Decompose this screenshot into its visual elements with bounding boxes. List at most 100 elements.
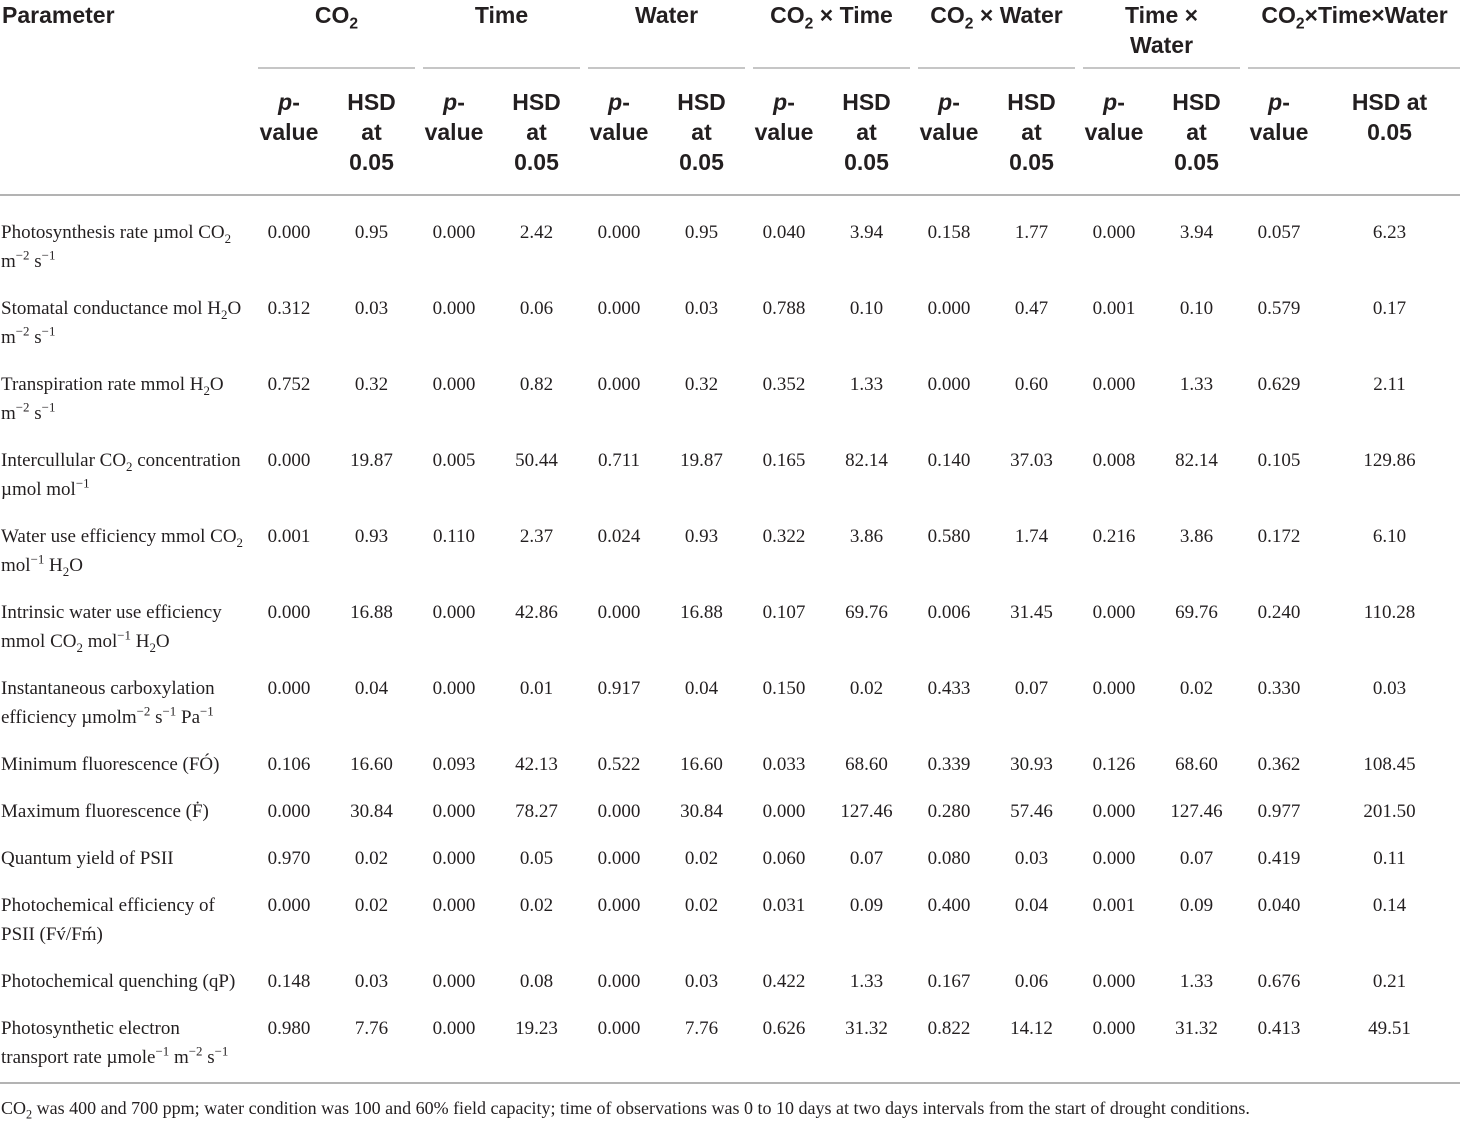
table-row: Minimum fluorescence (FÓ) 0.106 16.60 0.093… — [0, 732, 1460, 779]
column-group-title: CO2 × Water — [918, 0, 1076, 69]
p-value-cell: 0.000 — [267, 801, 311, 822]
hsd-cell: 0.09 — [849, 895, 884, 916]
hsd-cell: 2.42 — [519, 222, 554, 243]
hsd-cell: 0.14 — [1372, 895, 1407, 916]
hsd-cell: 0.10 — [849, 298, 884, 319]
hsd-cell: 30.93 — [1010, 754, 1053, 775]
hsd-cell: 3.94 — [849, 222, 884, 243]
hsd-cell: 2.11 — [1373, 374, 1406, 395]
hsd-cell: 82.14 — [1175, 450, 1218, 471]
p-value-header: p-value — [584, 69, 655, 196]
hsd-cell: 6.10 — [1372, 526, 1407, 547]
hsd-header: HSD at 0.05 — [324, 69, 420, 196]
p-value-header: p-value — [254, 69, 324, 196]
hsd-cell: 0.17 — [1372, 298, 1407, 319]
p-value-cell: 0.172 — [1257, 526, 1301, 547]
p-value-cell: 0.000 — [1092, 678, 1136, 699]
hsd-cell: 0.95 — [684, 222, 719, 243]
p-value-cell: 0.107 — [762, 602, 806, 623]
p-value-cell: 0.000 — [432, 1018, 476, 1039]
column-group-header-time-water: Time × Water — [1079, 0, 1244, 69]
p-value-cell: 0.140 — [927, 450, 971, 471]
p-value-cell: 0.917 — [597, 678, 641, 699]
hsd-cell: 1.33 — [849, 971, 884, 992]
hsd-cell: 31.32 — [1175, 1018, 1218, 1039]
table-row: Intercullular CO2 concentration µmol mol… — [0, 428, 1460, 504]
hsd-cell: 3.86 — [1179, 526, 1214, 547]
hsd-cell: 0.93 — [684, 526, 719, 547]
p-value-cell: 0.080 — [927, 848, 971, 869]
parameter-cell: Water use efficiency mmol CO2 mol−1 H2O — [1, 526, 243, 579]
hsd-cell: 0.93 — [354, 526, 389, 547]
p-value-cell: 0.676 — [1257, 971, 1301, 992]
p-value-cell: 0.008 — [1092, 450, 1136, 471]
hsd-cell: 0.82 — [519, 374, 554, 395]
p-value-cell: 0.629 — [1257, 374, 1301, 395]
hsd-cell: 0.07 — [849, 848, 884, 869]
p-value-cell: 0.522 — [597, 754, 641, 775]
p-value-cell: 0.339 — [927, 754, 971, 775]
p-value-header: p-value — [914, 69, 985, 196]
hsd-cell: 14.12 — [1010, 1018, 1053, 1039]
p-value-cell: 0.322 — [762, 526, 806, 547]
hsd-cell: 0.04 — [684, 678, 719, 699]
p-value-cell: 0.000 — [597, 848, 641, 869]
hsd-cell: 0.07 — [1014, 678, 1049, 699]
p-value-cell: 0.105 — [1257, 450, 1301, 471]
hsd-cell: 3.94 — [1179, 222, 1214, 243]
p-value-cell: 0.352 — [762, 374, 806, 395]
table-body: Photosynthesis rate µmol CO2 m−2 s−1 0.00… — [0, 195, 1460, 1072]
hsd-cell: 0.02 — [1179, 678, 1214, 699]
column-group-title: CO2 — [258, 0, 416, 69]
hsd-cell: 0.04 — [1014, 895, 1049, 916]
p-value-cell: 0.000 — [597, 801, 641, 822]
p-value-cell: 0.000 — [597, 895, 641, 916]
hsd-cell: 0.32 — [684, 374, 719, 395]
column-group-header-water: Water — [584, 0, 749, 69]
p-value-cell: 0.788 — [762, 298, 806, 319]
parameter-header: Parameter — [2, 2, 115, 28]
hsd-cell: 19.87 — [680, 450, 723, 471]
p-value-cell: 0.362 — [1257, 754, 1301, 775]
column-group-title: CO2×Time×Water — [1248, 0, 1460, 69]
p-value-header: p-value — [1244, 69, 1315, 196]
p-value-cell: 0.000 — [1092, 602, 1136, 623]
p-value-cell: 0.000 — [597, 971, 641, 992]
column-group-header-time: Time — [419, 0, 584, 69]
hsd-cell: 0.03 — [684, 971, 719, 992]
hsd-cell: 42.13 — [515, 754, 558, 775]
p-value-cell: 0.216 — [1092, 526, 1136, 547]
table-row: Maximum fluorescence (Ḟ) 0.000 30.84 0.000 7… — [0, 779, 1460, 826]
hsd-cell: 201.50 — [1363, 801, 1416, 822]
p-value-cell: 0.980 — [267, 1018, 311, 1039]
hsd-cell: 0.11 — [1373, 848, 1406, 869]
hsd-cell: 0.10 — [1179, 298, 1214, 319]
hsd-cell: 1.74 — [1014, 526, 1049, 547]
p-value-cell: 0.000 — [1092, 971, 1136, 992]
hsd-cell: 0.02 — [684, 848, 719, 869]
hsd-cell: 19.87 — [350, 450, 393, 471]
hsd-cell: 19.23 — [515, 1018, 558, 1039]
hsd-cell: 0.02 — [519, 895, 554, 916]
hsd-cell: 1.77 — [1014, 222, 1049, 243]
column-group-title: Time × Water — [1083, 0, 1241, 69]
hsd-cell: 0.02 — [354, 848, 389, 869]
p-value-cell: 0.580 — [927, 526, 971, 547]
hsd-cell: 0.07 — [1179, 848, 1214, 869]
hsd-header: HSD at 0.05 — [1149, 69, 1245, 196]
parameter-cell: Photochemical efficiency of PSII (Fv́/Fḿ… — [1, 895, 215, 945]
hsd-cell: 0.02 — [354, 895, 389, 916]
hsd-cell: 0.01 — [519, 678, 554, 699]
hsd-cell: 0.03 — [354, 298, 389, 319]
parameter-cell: Intrinsic water use efficiency mmol CO2 … — [1, 602, 222, 655]
hsd-cell: 0.03 — [354, 971, 389, 992]
table-row: Stomatal conductance mol H2O m−2 s−1 0.31… — [0, 276, 1460, 352]
hsd-cell: 49.51 — [1368, 1018, 1411, 1039]
p-value-cell: 0.000 — [1092, 222, 1136, 243]
p-value-cell: 0.000 — [762, 801, 806, 822]
column-group-title: Water — [588, 0, 746, 69]
column-group-title: CO2 × Time — [753, 0, 911, 69]
hsd-cell: 0.09 — [1179, 895, 1214, 916]
hsd-cell: 0.02 — [684, 895, 719, 916]
parameter-cell: Maximum fluorescence (Ḟ) — [1, 801, 209, 822]
